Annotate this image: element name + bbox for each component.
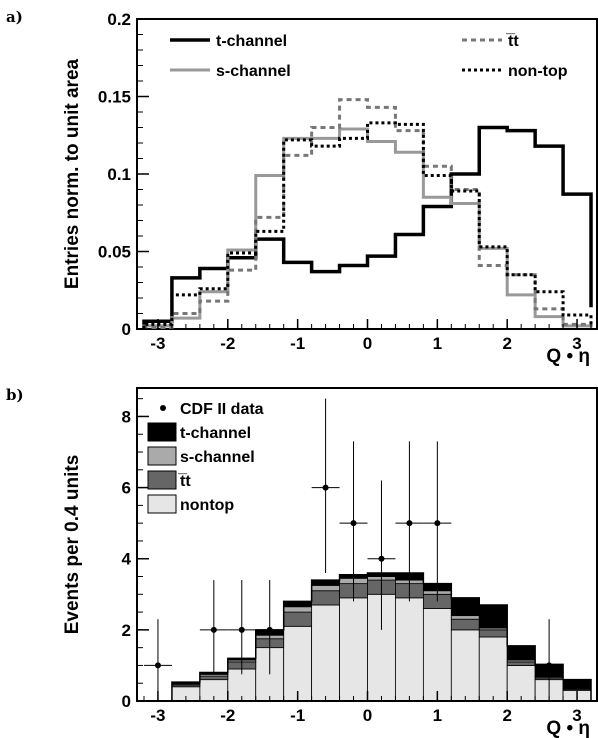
series-line-0 bbox=[142, 125, 593, 329]
x-tick-label: -1 bbox=[290, 706, 305, 725]
y-tick-label: 2 bbox=[122, 621, 131, 640]
x-tick-label: 1 bbox=[433, 706, 442, 725]
stack-bar-nontop bbox=[283, 625, 313, 702]
x-tick-label: -1 bbox=[290, 334, 305, 353]
x-tick-label: 3 bbox=[572, 334, 581, 353]
x-tick-label: -3 bbox=[150, 334, 165, 353]
y-tick-label: 6 bbox=[122, 479, 131, 498]
stack-bar-tt bbox=[283, 611, 313, 627]
legend-marker-data bbox=[160, 405, 166, 411]
legend-a: t-channel s-channel t̅t non-top bbox=[170, 33, 568, 80]
axis-ticks-b: -3 -2 -1 0 1 2 3 0 2 4 6 8 bbox=[122, 398, 592, 725]
legend-label-a: t-channel bbox=[216, 33, 287, 50]
stack-bar-schannel bbox=[450, 615, 480, 620]
legend-label-data: CDF II data bbox=[180, 401, 264, 418]
stack-bar-schannel bbox=[311, 585, 340, 592]
x-tick-label: 1 bbox=[433, 334, 442, 353]
data-point bbox=[406, 520, 413, 527]
legend-swatch-b bbox=[147, 422, 177, 442]
y-axis-title-a: Entries norm. to unit area bbox=[62, 58, 83, 289]
y-axis-title-b: Events per 0.4 units bbox=[62, 455, 83, 635]
data-point bbox=[434, 520, 441, 527]
stack-bar-tchannel bbox=[283, 601, 313, 608]
data-point bbox=[546, 662, 553, 669]
x-tick-label: -3 bbox=[150, 706, 165, 725]
stack-bar-tchannel bbox=[506, 645, 536, 661]
series-line-3 bbox=[142, 121, 593, 329]
data-point bbox=[378, 555, 385, 562]
legend-swatch-b bbox=[147, 446, 177, 466]
axis-ticks-a: -3 -2 -1 0 1 2 3 0 0.05 0.1 0.15 0.2 bbox=[98, 10, 592, 353]
data-point bbox=[350, 520, 357, 527]
stack-bar-schannel bbox=[283, 606, 313, 613]
x-axis-title-b: Q • η bbox=[546, 718, 590, 738]
y-tick-label: 0.15 bbox=[98, 88, 131, 107]
stack-bar-nontop bbox=[339, 597, 368, 702]
y-tick-label: 0 bbox=[122, 692, 131, 711]
x-tick-label: 0 bbox=[363, 706, 372, 725]
legend-label-a: s-channel bbox=[216, 63, 291, 80]
y-tick-label: 0.2 bbox=[107, 10, 131, 29]
stack-bar-tt bbox=[450, 618, 480, 631]
panel-a-label: a) bbox=[6, 8, 23, 26]
stack-bar-tt bbox=[478, 629, 508, 638]
legend-label-b: t̅t bbox=[178, 473, 192, 490]
data-point bbox=[266, 626, 273, 633]
x-tick-label: 0 bbox=[363, 334, 372, 353]
data-points-b bbox=[143, 398, 564, 701]
series-line-1 bbox=[142, 127, 593, 329]
data-point bbox=[154, 662, 161, 669]
stack-bar-tchannel bbox=[562, 679, 592, 689]
stack-bar-nontop bbox=[422, 608, 452, 702]
legend-label-b: s-channel bbox=[180, 449, 255, 466]
chart-panel-a: -3 -2 -1 0 1 2 3 0 0.05 0.1 0.15 0.2 Entries norm. … bbox=[62, 10, 598, 367]
y-tick-label: 0.1 bbox=[107, 165, 131, 184]
stack-bar-tchannel bbox=[478, 604, 508, 629]
y-tick-label: 4 bbox=[122, 550, 132, 569]
stack-bar-tchannel bbox=[450, 597, 480, 617]
stack-bar-nontop bbox=[450, 629, 480, 702]
x-tick-label: 2 bbox=[502, 334, 511, 353]
data-point bbox=[322, 484, 329, 491]
legend-label-a: t̅t bbox=[506, 33, 520, 50]
stack-bar-nontop bbox=[506, 665, 536, 702]
stack-bar-nontop bbox=[478, 636, 508, 702]
y-tick-label: 0.05 bbox=[98, 243, 131, 262]
y-tick-label: 0 bbox=[122, 320, 131, 339]
stack-bar-tchannel bbox=[311, 579, 340, 586]
data-point bbox=[210, 626, 217, 633]
panel-b-label: b) bbox=[6, 386, 24, 404]
legend-swatch-b bbox=[147, 494, 177, 514]
stack-bar-tt bbox=[311, 590, 340, 606]
stack-bar-nontop bbox=[311, 604, 340, 702]
x-tick-label: 3 bbox=[572, 706, 581, 725]
stack-bar-tt bbox=[506, 661, 536, 666]
x-tick-label: -2 bbox=[220, 706, 235, 725]
x-tick-label: 2 bbox=[502, 706, 511, 725]
y-tick-label: 8 bbox=[122, 407, 131, 426]
legend-label-b: t-channel bbox=[180, 425, 251, 442]
x-tick-label: -2 bbox=[220, 334, 235, 353]
stack-bar-tt bbox=[199, 675, 229, 681]
legend-swatch-b bbox=[147, 470, 177, 490]
stack-bar-nontop bbox=[395, 597, 424, 702]
legend-label-a: non-top bbox=[508, 63, 568, 80]
legend-label-b: nontop bbox=[180, 497, 234, 514]
histogram-lines-a bbox=[142, 98, 593, 329]
chart-panel-b: -3 -2 -1 0 1 2 3 0 2 4 6 8 Events per 0.4 units Q •… bbox=[62, 387, 598, 738]
stack-total-outline bbox=[143, 572, 592, 702]
legend-b: CDF II data t-channel s-channel t̅t nontop bbox=[147, 401, 264, 514]
data-point bbox=[238, 626, 245, 633]
x-axis-title-a: Q • η bbox=[546, 346, 590, 367]
stacked-bars-b bbox=[143, 572, 592, 702]
